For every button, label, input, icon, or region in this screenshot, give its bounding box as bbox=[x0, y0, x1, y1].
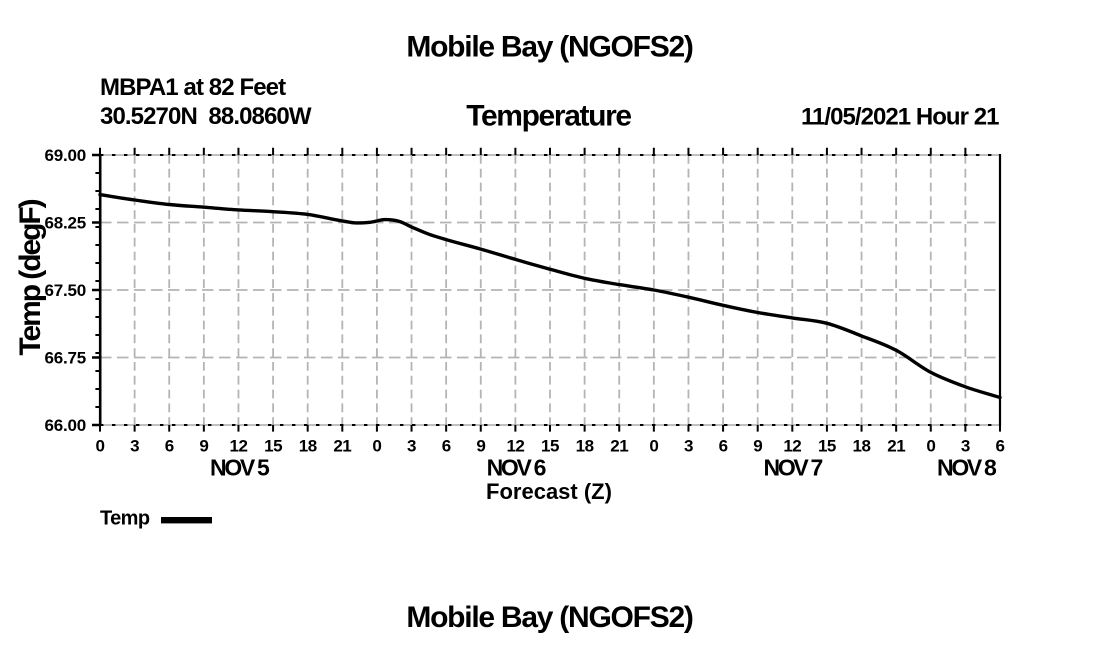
svg-text:21: 21 bbox=[333, 437, 351, 456]
svg-text:3: 3 bbox=[684, 437, 693, 456]
svg-text:66.00: 66.00 bbox=[44, 416, 86, 435]
svg-text:66.75: 66.75 bbox=[44, 348, 86, 367]
svg-text:0: 0 bbox=[96, 437, 105, 456]
svg-text:12: 12 bbox=[783, 437, 801, 456]
svg-text:Temp (degF): Temp (degF) bbox=[14, 199, 47, 355]
svg-text:3: 3 bbox=[130, 437, 139, 456]
svg-text:Temperature: Temperature bbox=[466, 99, 631, 132]
svg-text:Forecast (Z): Forecast (Z) bbox=[486, 479, 612, 504]
svg-text:NOV 7: NOV 7 bbox=[764, 455, 823, 481]
svg-text:NOV 8: NOV 8 bbox=[937, 455, 997, 481]
svg-text:68.25: 68.25 bbox=[44, 213, 86, 232]
svg-text:12: 12 bbox=[506, 437, 524, 456]
svg-text:11/05/2021 Hour 21: 11/05/2021 Hour 21 bbox=[801, 104, 999, 131]
svg-text:9: 9 bbox=[476, 437, 485, 456]
svg-text:9: 9 bbox=[199, 437, 208, 456]
svg-text:Mobile Bay (NGOFS2): Mobile Bay (NGOFS2) bbox=[406, 601, 693, 634]
svg-text:15: 15 bbox=[541, 437, 559, 456]
svg-text:69.00: 69.00 bbox=[44, 146, 86, 165]
svg-text:3: 3 bbox=[961, 437, 970, 456]
svg-text:3: 3 bbox=[407, 437, 416, 456]
svg-text:6: 6 bbox=[996, 437, 1005, 456]
svg-text:NOV 6: NOV 6 bbox=[487, 455, 546, 481]
svg-text:18: 18 bbox=[299, 437, 317, 456]
svg-text:Mobile Bay (NGOFS2): Mobile Bay (NGOFS2) bbox=[406, 31, 693, 64]
svg-text:6: 6 bbox=[165, 437, 174, 456]
svg-text:15: 15 bbox=[264, 437, 282, 456]
svg-text:0: 0 bbox=[649, 437, 658, 456]
svg-text:6: 6 bbox=[719, 437, 728, 456]
svg-text:18: 18 bbox=[576, 437, 594, 456]
svg-text:NOV 5: NOV 5 bbox=[210, 455, 270, 481]
svg-text:12: 12 bbox=[230, 437, 248, 456]
svg-text:15: 15 bbox=[818, 437, 836, 456]
svg-text:18: 18 bbox=[853, 437, 871, 456]
svg-text:6: 6 bbox=[442, 437, 451, 456]
svg-text:MBPA1 at 82 Feet: MBPA1 at 82 Feet bbox=[100, 74, 286, 101]
svg-text:21: 21 bbox=[887, 437, 905, 456]
svg-text:Temp: Temp bbox=[100, 508, 150, 530]
svg-text:0: 0 bbox=[372, 437, 381, 456]
svg-text:9: 9 bbox=[753, 437, 762, 456]
svg-text:30.5270N 88.0860W: 30.5270N 88.0860W bbox=[100, 103, 312, 130]
svg-text:21: 21 bbox=[610, 437, 628, 456]
svg-text:67.50: 67.50 bbox=[44, 281, 86, 300]
svg-text:0: 0 bbox=[926, 437, 935, 456]
